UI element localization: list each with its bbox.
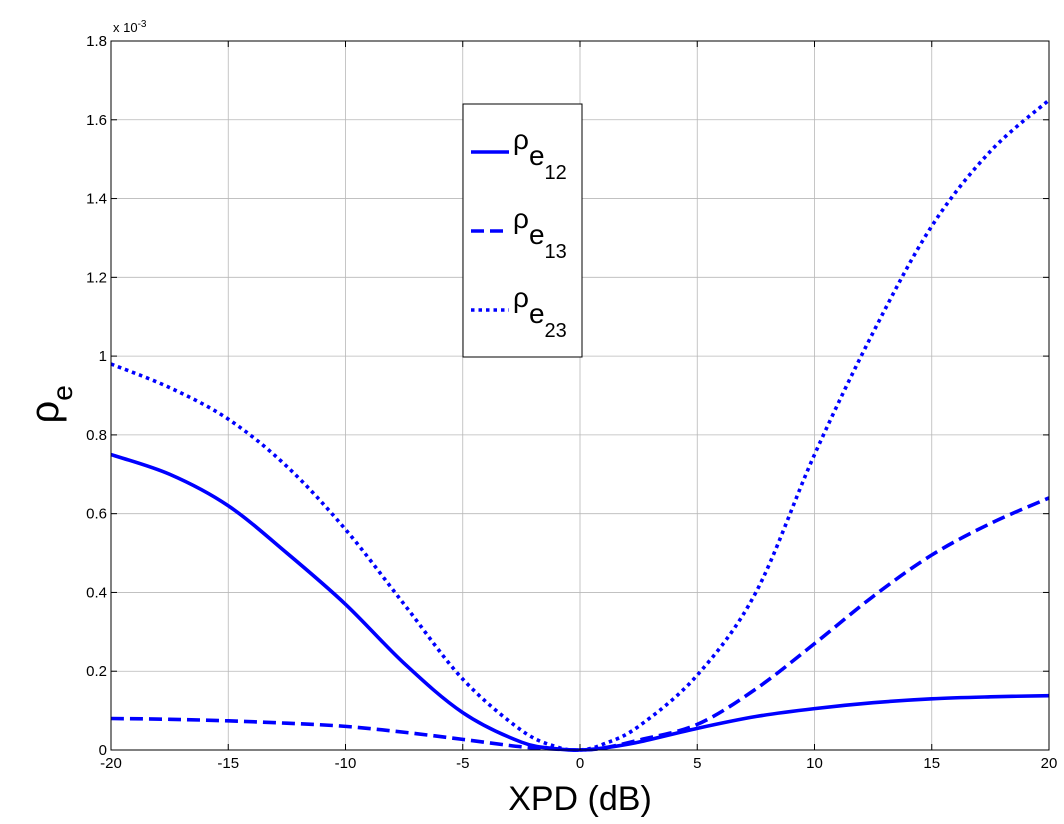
x-tick-label: -20	[100, 755, 122, 772]
legend-entry-sub: e	[529, 219, 545, 250]
y-tick-label: 1.8	[86, 33, 107, 50]
y-tick-label: 1.6	[86, 112, 107, 129]
legend-entry-symbol: ρ	[513, 203, 529, 234]
legend-entry-2: ρe13	[513, 203, 567, 263]
ticks: -20 -15 -10 -5 0 5 10 15 20 0 0.2 0.4 0.6 0.8 1 1.2 1.4 1…	[86, 33, 1057, 772]
y-tick-label: 1.2	[86, 269, 107, 286]
x-tick-label: 15	[923, 755, 940, 772]
x-tick-label: 5	[693, 755, 701, 772]
y-tick-label: 0.6	[86, 506, 107, 523]
y-tick-label: 1	[99, 348, 107, 365]
y-axis-label: ρe	[23, 385, 78, 423]
legend-entry-symbol: ρ	[513, 124, 529, 155]
x-tick-label: 20	[1041, 755, 1058, 772]
legend-entry-3: ρe23	[513, 282, 567, 342]
legend-entry-index: 23	[545, 320, 567, 342]
legend-entry-symbol: ρ	[513, 282, 529, 313]
legend-entry-sub: e	[529, 140, 545, 171]
legend-entry-index: 13	[545, 241, 567, 263]
y-axis-multiplier-exponent: -3	[138, 19, 147, 30]
legend-entry-sub: e	[529, 298, 545, 329]
x-tick-label: 10	[806, 755, 823, 772]
y-tick-label: 0.2	[86, 663, 107, 680]
series-line-2	[110, 496, 1050, 752]
y-tick-label: 0.8	[86, 427, 107, 444]
legend-entry-index: 12	[545, 162, 567, 184]
x-axis-label: XPD (dB)	[508, 780, 652, 818]
series-line-3	[110, 98, 1051, 752]
x-tick-label: -10	[335, 755, 357, 772]
x-tick-label: -15	[217, 755, 239, 772]
y-tick-label: 1.4	[86, 191, 107, 208]
y-axis-label-sub: e	[47, 385, 78, 401]
y-tick-label: 0	[99, 742, 107, 759]
y-tick-label: 0.4	[86, 584, 107, 601]
x-tick-label: 0	[576, 755, 584, 772]
y-axis-multiplier: x 10-3	[113, 19, 147, 36]
legend-entry-1: ρe12	[513, 124, 567, 184]
y-axis-multiplier-base: x 10	[113, 20, 138, 35]
y-axis-label-main: ρ	[23, 401, 67, 424]
x-tick-label: -5	[456, 755, 469, 772]
